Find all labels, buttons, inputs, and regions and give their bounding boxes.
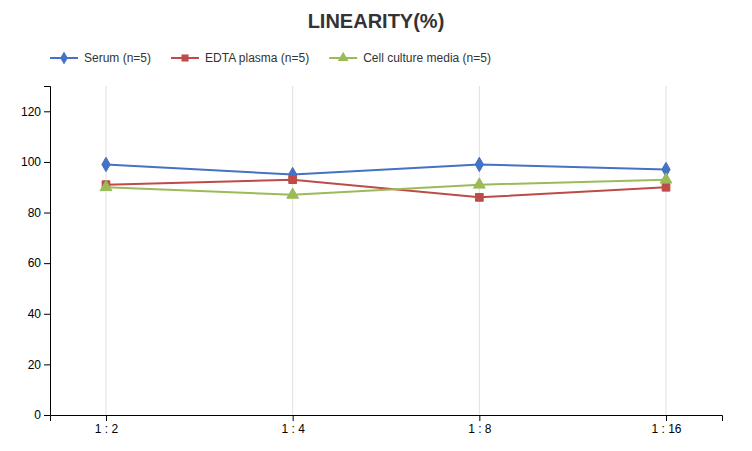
y-tick: 0 [34, 408, 50, 422]
series-marker [473, 178, 485, 188]
series [102, 157, 670, 182]
x-tick-label: 1 : 2 [95, 422, 119, 436]
y-tick-label: 20 [28, 358, 42, 372]
legend-label: EDTA plasma (n=5) [205, 51, 309, 65]
y-tick: 20 [28, 358, 50, 372]
y-tick-label: 120 [21, 105, 41, 119]
x-tick-mark [106, 415, 107, 421]
series [100, 173, 672, 198]
x-tick-mark [666, 415, 667, 421]
y-axis-line [44, 87, 51, 416]
grid-line-x [666, 86, 667, 415]
legend-marker [181, 54, 188, 61]
series-marker [287, 188, 299, 198]
legend-label: Cell culture media (n=5) [363, 51, 491, 65]
x-tick-label: 1 : 4 [281, 422, 305, 436]
y-tick-mark [44, 263, 50, 264]
y-tick-mark [44, 415, 50, 416]
legend-label: Serum (n=5) [84, 51, 151, 65]
series-layer [100, 157, 672, 201]
legend-item: EDTA plasma (n=5) [171, 51, 309, 65]
y-tick: 120 [21, 105, 50, 119]
x-tick: 1 : 16 [651, 415, 681, 436]
x-tick: 1 : 4 [281, 415, 305, 436]
y-tick-label: 0 [34, 408, 41, 422]
chart: 1 : 2 1 : 4 1 : 8 1 : 16 0 20 40 60 80 100 120 LINE… [0, 0, 752, 451]
series-line [106, 180, 666, 198]
series-line [106, 180, 666, 195]
y-tick-label: 60 [28, 256, 42, 270]
y-tick: 80 [28, 206, 50, 220]
title: LINEARITY(%) [308, 10, 445, 32]
legend-marker [338, 52, 349, 61]
series-marker [475, 193, 483, 201]
series-marker [100, 180, 112, 190]
x-tick-mark [479, 415, 480, 421]
legend-marker [60, 51, 68, 64]
series-marker [660, 173, 672, 183]
x-axis: 1 : 2 1 : 4 1 : 8 1 : 16 [51, 415, 723, 436]
y-tick-mark [44, 213, 50, 214]
series-marker [102, 157, 110, 171]
legend-item: Cell culture media (n=5) [329, 51, 491, 65]
legend: Serum (n=5) EDTA plasma (n=5) Cell culture… [50, 51, 491, 65]
x-tick: 1 : 8 [468, 415, 492, 436]
x-axis-line [51, 416, 723, 422]
grid [106, 86, 666, 415]
y-tick-label: 40 [28, 307, 42, 321]
x-tick-label: 1 : 16 [651, 422, 681, 436]
y-tick-mark [44, 364, 50, 365]
y-tick: 40 [28, 307, 50, 321]
grid-line-x [106, 86, 107, 415]
series-marker [475, 157, 483, 171]
series [102, 176, 670, 201]
y-tick-label: 100 [21, 155, 41, 169]
y-tick-label: 80 [28, 206, 42, 220]
x-tick: 1 : 2 [95, 415, 119, 436]
grid-line-x [292, 86, 293, 415]
y-tick: 60 [28, 256, 50, 270]
y-tick-mark [44, 111, 50, 112]
series-marker [289, 176, 297, 184]
legend-item: Serum (n=5) [50, 51, 151, 65]
y-tick: 100 [21, 155, 50, 169]
y-tick-mark [44, 162, 50, 163]
y-axis: 0 20 40 60 80 100 120 [21, 87, 51, 423]
x-tick-label: 1 : 8 [468, 422, 492, 436]
grid-line-x [479, 86, 480, 415]
y-tick-mark [44, 314, 50, 315]
series-marker [662, 183, 670, 191]
series-line [106, 164, 666, 174]
plot-area: 1 : 2 1 : 4 1 : 8 1 : 16 0 20 40 60 80 100 120 [21, 86, 723, 436]
x-tick-mark [293, 415, 294, 421]
